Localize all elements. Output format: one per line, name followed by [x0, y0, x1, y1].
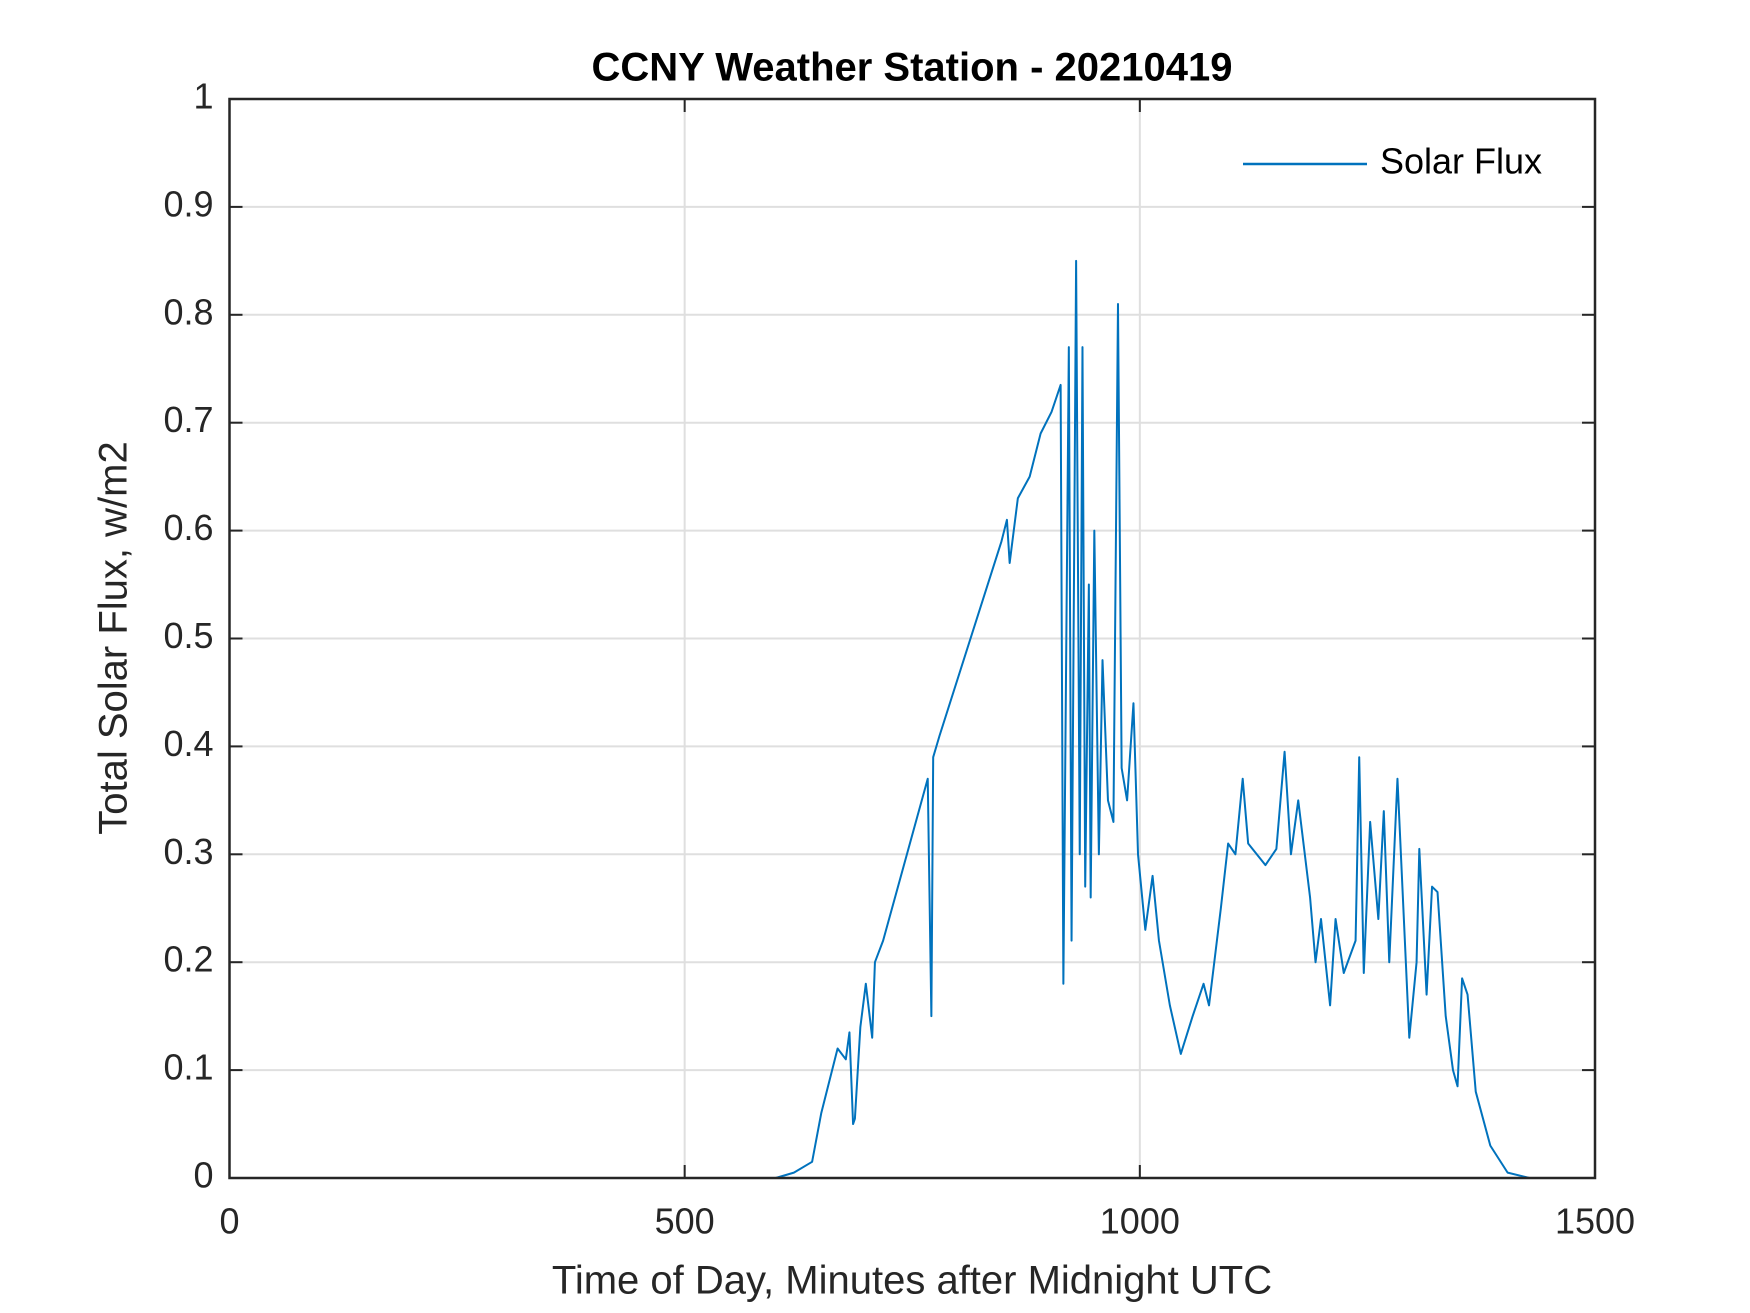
- y-axis-label: Total Solar Flux, w/m2: [92, 441, 136, 834]
- x-tick-label: 500: [655, 1201, 715, 1242]
- y-tick-label: 0.6: [163, 507, 213, 548]
- y-tick-label: 0.4: [163, 723, 213, 764]
- x-axis-label: Time of Day, Minutes after Midnight UTC: [552, 1259, 1272, 1303]
- y-tick-label: 0.8: [163, 291, 213, 332]
- data-line: [229, 259, 1541, 1179]
- y-tick-label: 0.2: [163, 939, 213, 980]
- y-tick-label: 0.1: [163, 1047, 213, 1088]
- plot-frame: [228, 97, 1597, 1180]
- y-tick-label: 0.7: [163, 399, 213, 440]
- y-tick-label: 1: [193, 76, 213, 117]
- x-tick-label: 0: [219, 1201, 239, 1242]
- chart-title: CCNY Weather Station - 20210419: [592, 46, 1233, 90]
- y-tick-label: 0: [193, 1155, 213, 1196]
- x-tick-label: 1000: [1100, 1201, 1180, 1242]
- x-tick-label: 1500: [1555, 1201, 1635, 1242]
- y-tick-label: 0.3: [163, 831, 213, 872]
- y-tick-label: 0.5: [163, 615, 213, 656]
- y-tick-label: 0.9: [163, 183, 213, 224]
- legend-label: Solar Flux: [1380, 141, 1542, 182]
